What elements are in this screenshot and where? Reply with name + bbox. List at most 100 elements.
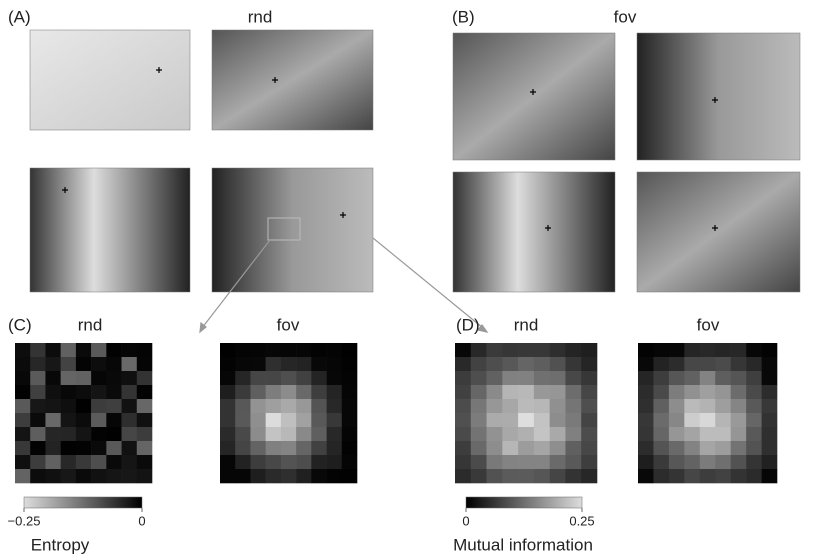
heatmap-cell bbox=[550, 357, 566, 371]
heatmap-cell bbox=[534, 427, 550, 441]
heatmap-cell bbox=[700, 413, 716, 427]
heatmap-cell bbox=[471, 371, 487, 385]
heatmap-cell bbox=[106, 399, 122, 413]
heatmap-cell bbox=[327, 343, 343, 357]
heatmap-cell bbox=[327, 371, 343, 385]
heatmap-cell bbox=[715, 413, 731, 427]
heatmap-cell bbox=[455, 357, 471, 371]
heatmap-cell bbox=[220, 469, 236, 483]
heatmap-cell bbox=[137, 371, 153, 385]
heatmap-cell bbox=[266, 413, 282, 427]
heatmap-cell bbox=[455, 343, 471, 357]
heatmap-cell bbox=[15, 455, 31, 469]
heatmap-cell bbox=[487, 371, 503, 385]
heatmap-cell bbox=[762, 343, 778, 357]
heatmap-cell bbox=[61, 469, 77, 483]
heatmap-cell bbox=[327, 385, 343, 399]
heatmap-cell bbox=[342, 357, 358, 371]
heatmap-cell bbox=[550, 427, 566, 441]
heatmap-cell bbox=[565, 399, 581, 413]
heatmap-cell bbox=[122, 413, 138, 427]
heatmap-cell bbox=[731, 357, 747, 371]
colorbar-tick-label: 0.25 bbox=[569, 513, 594, 528]
heatmap-cell bbox=[30, 413, 46, 427]
colorbar-tick-label: 0 bbox=[462, 513, 469, 528]
heatmap-cell bbox=[15, 413, 31, 427]
heatmap-cell bbox=[61, 455, 77, 469]
heatmap-cell bbox=[638, 413, 654, 427]
panel-title: rnd bbox=[248, 7, 273, 26]
heatmap-cell bbox=[684, 343, 700, 357]
heatmap-cell bbox=[502, 371, 518, 385]
heatmap-cell bbox=[45, 343, 61, 357]
heatmap-cell bbox=[250, 357, 266, 371]
heatmap-cell bbox=[106, 469, 122, 483]
heatmap-cell bbox=[565, 427, 581, 441]
heatmap-cell bbox=[653, 455, 669, 469]
heatmap-cell bbox=[296, 427, 312, 441]
heatmap-cell bbox=[684, 413, 700, 427]
heatmap-cell bbox=[327, 413, 343, 427]
heatmap-cell bbox=[266, 343, 282, 357]
heatmap-cell bbox=[311, 469, 327, 483]
heatmap-cell bbox=[281, 371, 297, 385]
heatmap-cell bbox=[327, 441, 343, 455]
heatmap-cell bbox=[45, 399, 61, 413]
heatmap-cell bbox=[487, 441, 503, 455]
heatmap-cell bbox=[122, 343, 138, 357]
heatmap-cell bbox=[471, 385, 487, 399]
heatmap-cell bbox=[715, 385, 731, 399]
heatmap-cell bbox=[311, 357, 327, 371]
heatmap-cell bbox=[581, 343, 597, 357]
heatmap-cell bbox=[471, 441, 487, 455]
heatmap-cell bbox=[638, 357, 654, 371]
heatmap-cell bbox=[61, 427, 77, 441]
heatmap-cell bbox=[653, 427, 669, 441]
heatmap-cell bbox=[122, 469, 138, 483]
heatmap-cell bbox=[15, 399, 31, 413]
heatmap-cell bbox=[76, 399, 92, 413]
heatmap-cell bbox=[715, 399, 731, 413]
heatmap-cell bbox=[565, 343, 581, 357]
heatmap-cell bbox=[266, 371, 282, 385]
heatmap-cell bbox=[45, 441, 61, 455]
heatmap-cell bbox=[518, 455, 534, 469]
heatmap-cell bbox=[487, 385, 503, 399]
heatmap-cell bbox=[220, 399, 236, 413]
heatmap-cell bbox=[565, 371, 581, 385]
heatmap-cell bbox=[76, 441, 92, 455]
heatmap-cell bbox=[669, 371, 685, 385]
heatmap-cell bbox=[746, 357, 762, 371]
heatmap-cell bbox=[731, 441, 747, 455]
panel-title: fov bbox=[614, 7, 637, 26]
heatmap-cell bbox=[715, 343, 731, 357]
heatmap-cell bbox=[487, 469, 503, 483]
figure: (A) rnd (B) fov (C) rnd fov (D) rnd fov … bbox=[0, 0, 820, 558]
map-title: fov bbox=[697, 315, 720, 334]
heatmap-cell bbox=[487, 399, 503, 413]
heatmap-cell bbox=[137, 399, 153, 413]
heatmap-cell bbox=[684, 455, 700, 469]
heatmap-cell bbox=[266, 399, 282, 413]
heatmap-cell bbox=[235, 469, 251, 483]
heatmap-cell bbox=[669, 357, 685, 371]
heatmap-cell bbox=[746, 371, 762, 385]
heatmap-cell bbox=[762, 469, 778, 483]
heatmap-cell bbox=[220, 357, 236, 371]
heatmap-cell bbox=[76, 343, 92, 357]
heatmap-cell bbox=[638, 469, 654, 483]
heatmap-cell bbox=[15, 427, 31, 441]
heatmap-cell bbox=[534, 343, 550, 357]
heatmap-cell bbox=[455, 469, 471, 483]
heatmap-cell bbox=[342, 385, 358, 399]
heatmap-cell bbox=[502, 399, 518, 413]
photo bbox=[212, 30, 373, 130]
heatmap-cell bbox=[327, 399, 343, 413]
photos-b bbox=[453, 33, 800, 292]
heatmap-cell bbox=[220, 385, 236, 399]
heatmap-cell bbox=[61, 371, 77, 385]
heatmap-cell bbox=[220, 343, 236, 357]
colorbar bbox=[24, 497, 142, 508]
heatmap-cell bbox=[746, 455, 762, 469]
heatmap-cell bbox=[91, 357, 107, 371]
